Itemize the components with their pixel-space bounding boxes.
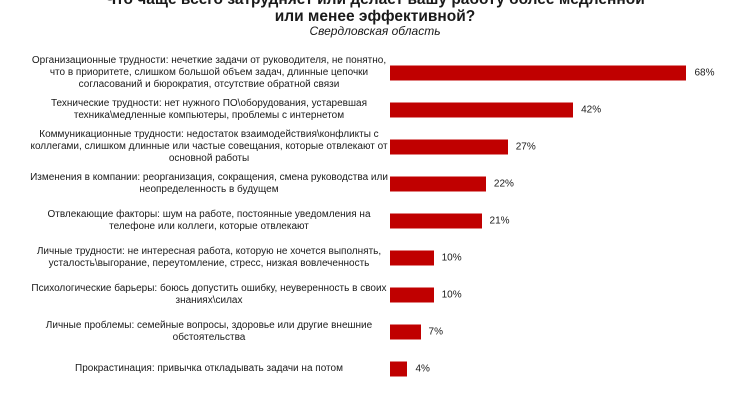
bar: [390, 139, 508, 155]
chart-title-line-1: Что чаще всего затрудняет или делает ваш…: [0, 0, 750, 9]
data-label: 42%: [581, 104, 602, 116]
category-label: Личные трудности: не интересная работа, …: [36, 246, 382, 269]
category-label: Организационные трудности: нечеткие зада…: [31, 55, 387, 90]
data-label: 10%: [441, 252, 462, 264]
bar: [390, 176, 486, 192]
data-label: 22%: [493, 178, 514, 190]
category-label: Изменения в компании: реорганизация, сок…: [30, 172, 388, 195]
bar: [390, 324, 421, 340]
chart-title-line-2: или менее эффективной?: [274, 8, 476, 25]
bar: [390, 102, 574, 118]
data-label: 21%: [489, 215, 510, 227]
bar: [390, 287, 434, 303]
data-label: 68%: [694, 67, 715, 79]
data-label: 4%: [415, 363, 430, 375]
category-label: Психологические барьеры: боюсь допустить…: [31, 283, 387, 306]
bar: [390, 65, 687, 81]
bar: [390, 250, 434, 266]
data-label: 10%: [441, 289, 462, 301]
category-label: Личные проблемы: семейные вопросы, здоро…: [45, 320, 373, 343]
category-label: Прокрастинация: привычка откладывать зад…: [75, 363, 343, 374]
category-label: Коммуникационные трудности: недостаток в…: [30, 129, 388, 164]
data-label: 7%: [428, 326, 443, 338]
chart-subtitle: Свердловская область: [309, 24, 441, 38]
bar: [390, 213, 482, 229]
data-label: 27%: [515, 141, 536, 153]
bar: [390, 361, 408, 377]
category-label: Технические трудности: нет нужного ПО\об…: [51, 98, 367, 121]
category-label: Отвлекающие факторы: шум на работе, пост…: [47, 209, 371, 232]
